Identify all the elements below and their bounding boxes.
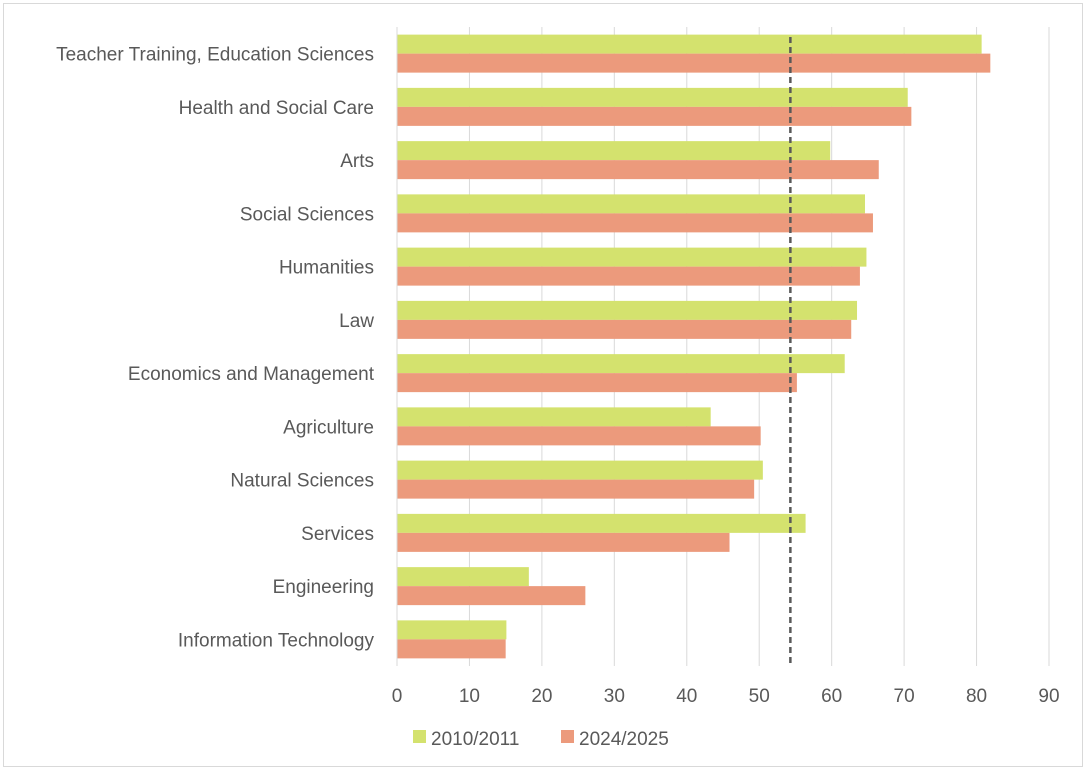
- bar-series-1: [397, 34, 982, 54]
- bar-series-2: [397, 106, 912, 126]
- bar-series-1: [397, 87, 908, 107]
- bar-series-1: [397, 460, 763, 480]
- legend-label: 2024/2025: [579, 729, 669, 750]
- bar-series-1: [397, 194, 865, 214]
- legend: 2010/2011 2024/2025: [413, 729, 669, 750]
- x-tick-label: 0: [392, 686, 403, 707]
- x-tick-label: 60: [821, 686, 842, 707]
- bar-series-1: [397, 407, 711, 427]
- bar-series-2: [397, 532, 730, 552]
- x-tick-label: 90: [1038, 686, 1059, 707]
- x-tick-label: 20: [531, 686, 552, 707]
- category-label: Agriculture: [283, 417, 374, 438]
- category-label: Natural Sciences: [230, 471, 374, 492]
- category-label: Humanities: [279, 258, 374, 279]
- bar-series-2: [397, 266, 860, 286]
- bar-series-2: [397, 213, 873, 233]
- bar-series-1: [397, 620, 507, 640]
- bars: [397, 34, 991, 659]
- legend-swatch: [413, 730, 426, 743]
- legend-label: 2010/2011: [431, 729, 519, 750]
- category-label: Arts: [340, 151, 374, 172]
- bar-series-2: [397, 160, 879, 180]
- gridlines: [468, 27, 1050, 666]
- bar-series-2: [397, 373, 797, 393]
- bar-series-2: [397, 586, 586, 606]
- category-label: Social Sciences: [240, 204, 374, 225]
- legend-swatch: [561, 730, 574, 743]
- x-tick-label: 10: [459, 686, 480, 707]
- bar-series-2: [397, 479, 755, 499]
- bar-series-1: [397, 567, 529, 587]
- category-label: Engineering: [273, 577, 374, 598]
- bar-series-1: [397, 247, 867, 267]
- bar-series-2: [397, 426, 761, 446]
- category-label: Economics and Management: [128, 364, 375, 385]
- bar-series-1: [397, 513, 806, 533]
- x-tick-label: 30: [604, 686, 625, 707]
- category-label: Information Technology: [178, 630, 375, 651]
- category-label: Law: [339, 311, 374, 332]
- x-tick-label: 50: [749, 686, 770, 707]
- bar-series-2: [397, 319, 852, 339]
- bar-series-2: [397, 53, 991, 73]
- category-label: Teacher Training, Education Sciences: [56, 45, 374, 66]
- x-tick-label: 70: [894, 686, 915, 707]
- axes: 0 10 20 30 40 50 60 70 80 90 Teacher Training, Edu…: [56, 27, 1060, 707]
- bar-series-1: [397, 141, 831, 161]
- category-label: Services: [301, 524, 374, 545]
- category-label: Health and Social Care: [179, 98, 374, 119]
- x-tick-label: 40: [676, 686, 697, 707]
- x-tick-label: 80: [966, 686, 987, 707]
- bar-series-1: [397, 300, 858, 320]
- bar-series-2: [397, 639, 506, 659]
- bar-series-1: [397, 354, 845, 374]
